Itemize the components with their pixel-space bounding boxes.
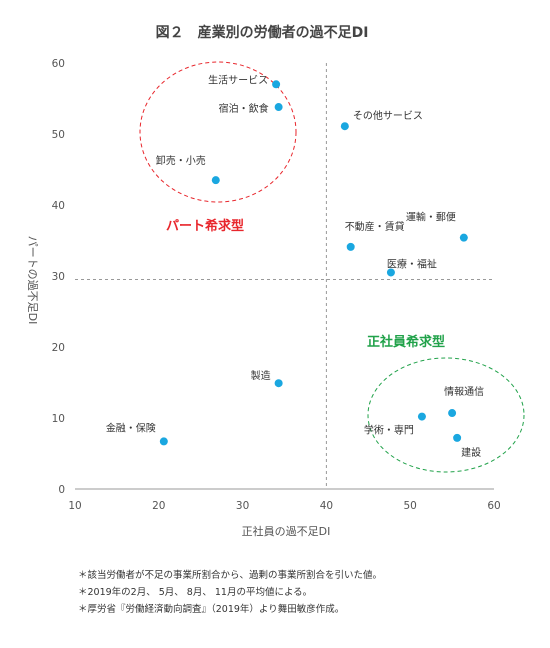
point-labels: 生活サービス宿泊・飲食その他サービス卸売・小売運輸・郵便不動産・賃貸医療・福祉製… [106,73,484,459]
group-label-fulltime: 正社員希求型 [367,334,445,350]
y-tick-label: 30 [52,271,65,283]
data-point [448,409,457,418]
group-label-part: パート希求型 [166,218,244,234]
data-point [274,379,283,388]
x-tick-label: 30 [236,500,249,512]
x-tick-label: 50 [404,500,417,512]
footnote: ＊2019年の2月、 5月、 8月、 11月の平均値による。 [78,587,313,598]
data-point [346,242,355,251]
data-point-label: 学術・専門 [364,424,414,437]
data-point-label: 生活サービス [208,73,268,86]
data-point-label: 情報通信 [444,385,484,398]
y-tick-label: 40 [52,200,65,212]
footnote: ＊厚労省『労働経済動向調査』（2019年）より舞田敏彦作成。 [78,604,345,615]
data-point-label: 医療・福祉 [387,257,437,270]
y-tick-label: 20 [52,342,65,354]
data-point [211,176,220,185]
data-point-label: 宿泊・飲食 [219,102,269,115]
data-point-label: 製造 [251,369,271,382]
x-tick-label: 20 [152,500,165,512]
data-point [340,122,349,131]
x-axis-ticks: 10 20 30 40 50 60 [68,500,500,512]
data-point-label: 不動産・賃貸 [345,220,405,233]
data-point [159,437,168,446]
data-point [272,80,281,89]
footnote: ＊該当労働者が不足の事業所割合から、過剰の事業所割合を引いた値。 [78,570,383,581]
data-point-label: 金融・保険 [106,421,156,434]
x-tick-label: 40 [320,500,333,512]
data-point-label: その他サービス [353,109,423,122]
data-point [274,103,283,112]
chart-title: 図２ 産業別の労働者の過不足DI [156,24,369,41]
fulltime-group-ellipse [367,357,525,473]
x-axis-label: 正社員の過不足DI [242,524,331,538]
footnotes: ＊該当労働者が不足の事業所割合から、過剰の事業所割合を引いた値。 ＊2019年の… [78,567,382,618]
y-tick-label: 60 [52,58,65,70]
y-axis-ticks: 0 10 20 30 40 50 60 [52,58,65,496]
data-point-label: 運輸・郵便 [406,211,456,224]
y-tick-label: 10 [52,413,65,425]
data-point-label: 卸売・小売 [156,154,206,167]
data-point [386,268,395,277]
data-point [453,433,462,442]
data-points [159,80,468,446]
y-tick-label: 0 [58,484,65,496]
x-tick-label: 60 [487,500,500,512]
data-point [417,412,426,421]
x-tick-label: 10 [68,500,81,512]
part-group-ellipse [139,61,297,203]
y-axis-label: パートの過不足DI [26,236,39,325]
data-point [459,233,468,242]
y-tick-label: 50 [52,129,65,141]
data-point-label: 建設 [461,446,481,459]
